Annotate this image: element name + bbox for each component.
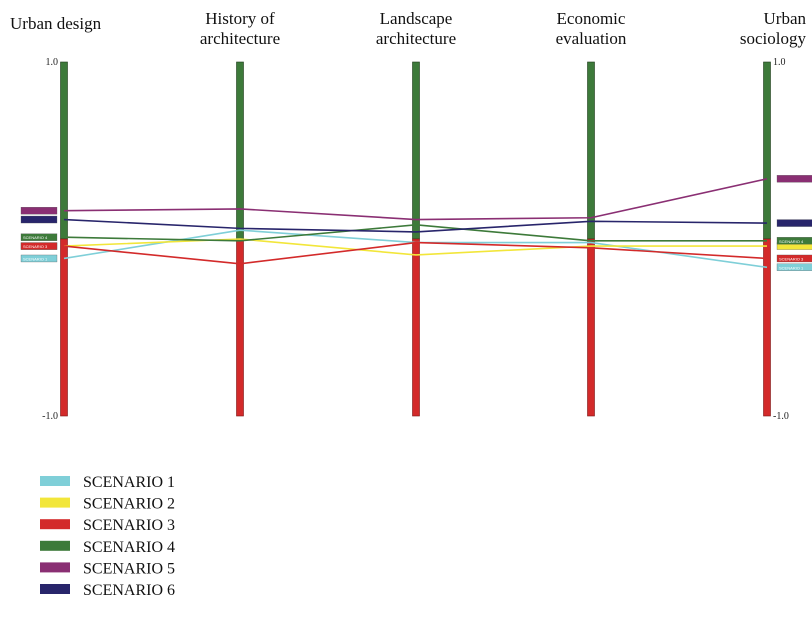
axis-bar-negative: [412, 238, 420, 417]
series-lines: [63, 178, 768, 269]
legend-swatch: [40, 540, 70, 551]
axis-title: Economic: [557, 9, 626, 28]
legend: SCENARIO 1 SCENARIO 2 SCENARIO 3 SCENARIO 4…: [40, 474, 175, 599]
axis-bar-positive: [60, 61, 68, 240]
legend-label: SCENARIO 4: [83, 539, 175, 556]
axis-bar-negative: [587, 238, 595, 417]
axis-title: architecture: [200, 29, 280, 48]
series-marker-left: [20, 254, 58, 263]
series-marker-left-label: SCENARIO 3: [23, 244, 48, 249]
legend-swatch: [40, 497, 70, 508]
axis-title: sociology: [740, 29, 807, 48]
axis-title: architecture: [376, 29, 456, 48]
series-marker-right: [776, 254, 812, 263]
series-marker-left: [20, 233, 58, 241]
axis-title: Urban design: [10, 14, 102, 33]
series-marker-right: [776, 175, 812, 183]
axis-title: Urban: [764, 9, 807, 28]
series-marker-left: [20, 215, 58, 224]
series-marker-right-label: SCENARIO 4: [779, 239, 804, 244]
axis-title: History of: [205, 9, 275, 28]
tick-label-min: -1.0: [42, 411, 58, 422]
legend-label: SCENARIO 2: [83, 496, 175, 513]
series-line: [63, 178, 768, 221]
legend-swatch: [40, 562, 70, 573]
axis-bar-negative: [60, 238, 68, 417]
axis-bar-positive: [587, 61, 595, 240]
series-marker-left: [20, 242, 58, 250]
series-marker-right: [776, 219, 812, 227]
tick-label-max: 1.0: [773, 57, 786, 68]
axis-bar-positive: [236, 61, 244, 240]
tick-label-max: 1.0: [46, 57, 59, 68]
series-marker-right: [776, 263, 812, 271]
axis-title: evaluation: [556, 29, 627, 48]
legend-label: SCENARIO 3: [83, 517, 175, 534]
legend-swatch: [40, 584, 70, 594]
tick-label-min: -1.0: [773, 411, 789, 422]
end-markers: SCENARIO 1 SCENARIO 1 SCENARIO 3 SCENARIO 3…: [20, 175, 812, 271]
axis-titles: Urban design History ofarchitectureLandsc…: [10, 9, 806, 48]
series-marker-left-label: SCENARIO 1: [23, 256, 48, 261]
series-line: [63, 238, 767, 256]
axis-bar-negative: [236, 238, 244, 417]
legend-swatch: [40, 476, 70, 486]
series-marker-right-label: SCENARIO 3: [779, 256, 804, 261]
series-line: [63, 218, 768, 233]
axis-bar-positive: [763, 61, 771, 240]
axis-bars: [60, 61, 771, 417]
legend-label: SCENARIO 5: [83, 560, 175, 577]
axis-bar-positive: [412, 61, 420, 240]
tick-labels: 1.0 -1.0 1.0 -1.0: [42, 57, 789, 422]
series-marker-right: [776, 237, 812, 245]
series-marker-right-label: SCENARIO 1: [779, 265, 804, 270]
legend-swatch: [40, 519, 70, 530]
series-marker-left-label: SCENARIO 4: [23, 235, 48, 240]
series-line: [63, 224, 767, 242]
series-line: [63, 241, 768, 265]
series-marker-left: [20, 207, 58, 215]
legend-label: SCENARIO 1: [83, 474, 175, 491]
axis-title: Landscape: [380, 9, 453, 28]
legend-label: SCENARIO 6: [83, 582, 175, 599]
axis-bar-negative: [763, 238, 771, 417]
